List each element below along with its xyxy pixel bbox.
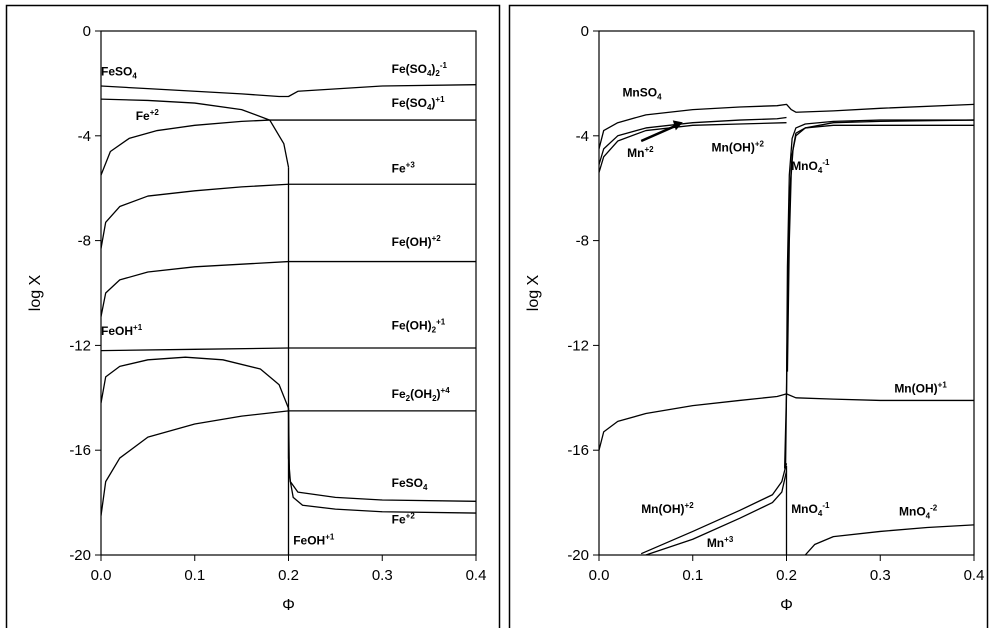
x-tick-label: 0.0 (91, 567, 112, 584)
x-tick-label: 0.3 (372, 567, 393, 584)
series-line (599, 122, 787, 173)
left-panel-border (5, 4, 501, 628)
curve-label: FeSO4 (101, 65, 137, 81)
y-tick-label: -12 (69, 337, 91, 354)
y-tick-label: -12 (567, 337, 589, 354)
series-line (101, 183, 476, 249)
right-panel-border (508, 4, 989, 628)
y-tick-label: -20 (69, 547, 91, 564)
y-tick-label: -16 (69, 442, 91, 459)
x-tick-label: 0.4 (466, 567, 487, 584)
y-axis-title: log X (525, 274, 542, 311)
series-line (599, 393, 974, 451)
x-tick-label: 0.1 (184, 567, 205, 584)
curve-label: Fe+2 (392, 512, 416, 527)
curve-label: Fe(SO4)2-1 (392, 61, 448, 78)
curve-label: Fe2(OH2)+4 (392, 386, 451, 403)
curve-label: Mn(OH)+1 (894, 381, 947, 396)
curve-label: MnO4-1 (791, 501, 830, 518)
series-line (804, 524, 974, 555)
y-tick-label: -8 (576, 233, 589, 250)
y-tick-label: -4 (576, 128, 589, 145)
arrow-head (672, 120, 683, 131)
x-axis-title: Φ (282, 597, 295, 614)
series-line (786, 119, 974, 372)
series-line (640, 463, 788, 555)
curve-label: Fe(OH)2+1 (392, 318, 446, 335)
curve-label: Mn(OH)+2 (712, 140, 765, 155)
x-tick-label: 0.1 (682, 567, 703, 584)
series-line (599, 103, 974, 150)
series-line (101, 260, 476, 317)
curve-label: Fe(OH)+2 (392, 234, 442, 249)
curve-label: Mn+3 (707, 535, 734, 550)
curve-label: Fe(SO4)+1 (392, 95, 445, 112)
x-tick-label: 0.0 (589, 567, 610, 584)
curve-label: Mn+2 (627, 145, 654, 160)
arrow-shaft (640, 124, 678, 143)
curve-label: Mn(OH)+2 (641, 501, 694, 516)
series-line (101, 410, 476, 516)
series-line (645, 471, 788, 555)
series-line (101, 356, 290, 409)
curve-label: MnO4-2 (899, 504, 938, 521)
curve-label: MnSO4 (622, 86, 662, 102)
curve-label: FeOH+1 (293, 533, 335, 548)
series-line (287, 408, 476, 502)
y-tick-label: 0 (581, 23, 589, 40)
x-axis-title: Φ (780, 597, 793, 614)
series-line (599, 116, 787, 165)
series-line (101, 84, 476, 98)
y-tick-label: -20 (567, 547, 589, 564)
x-tick-label: 0.3 (870, 567, 891, 584)
y-axis-title: log X (27, 274, 44, 311)
series-line (101, 98, 290, 168)
y-tick-label: 0 (83, 23, 91, 40)
x-tick-label: 0.4 (964, 567, 985, 584)
series-line (101, 119, 476, 176)
x-tick-label: 0.2 (278, 567, 299, 584)
series-line (287, 408, 476, 514)
series-line (784, 124, 974, 469)
curve-label: MnO4-1 (791, 158, 830, 175)
y-tick-label: -16 (567, 442, 589, 459)
y-tick-label: -4 (78, 128, 91, 145)
curve-label: Fe+3 (392, 160, 416, 175)
x-tick-label: 0.2 (776, 567, 797, 584)
curve-label: FeSO4 (392, 476, 428, 492)
curve-label: Fe+2 (136, 108, 160, 123)
y-tick-label: -8 (78, 233, 91, 250)
curve-label: FeOH+1 (101, 323, 143, 338)
